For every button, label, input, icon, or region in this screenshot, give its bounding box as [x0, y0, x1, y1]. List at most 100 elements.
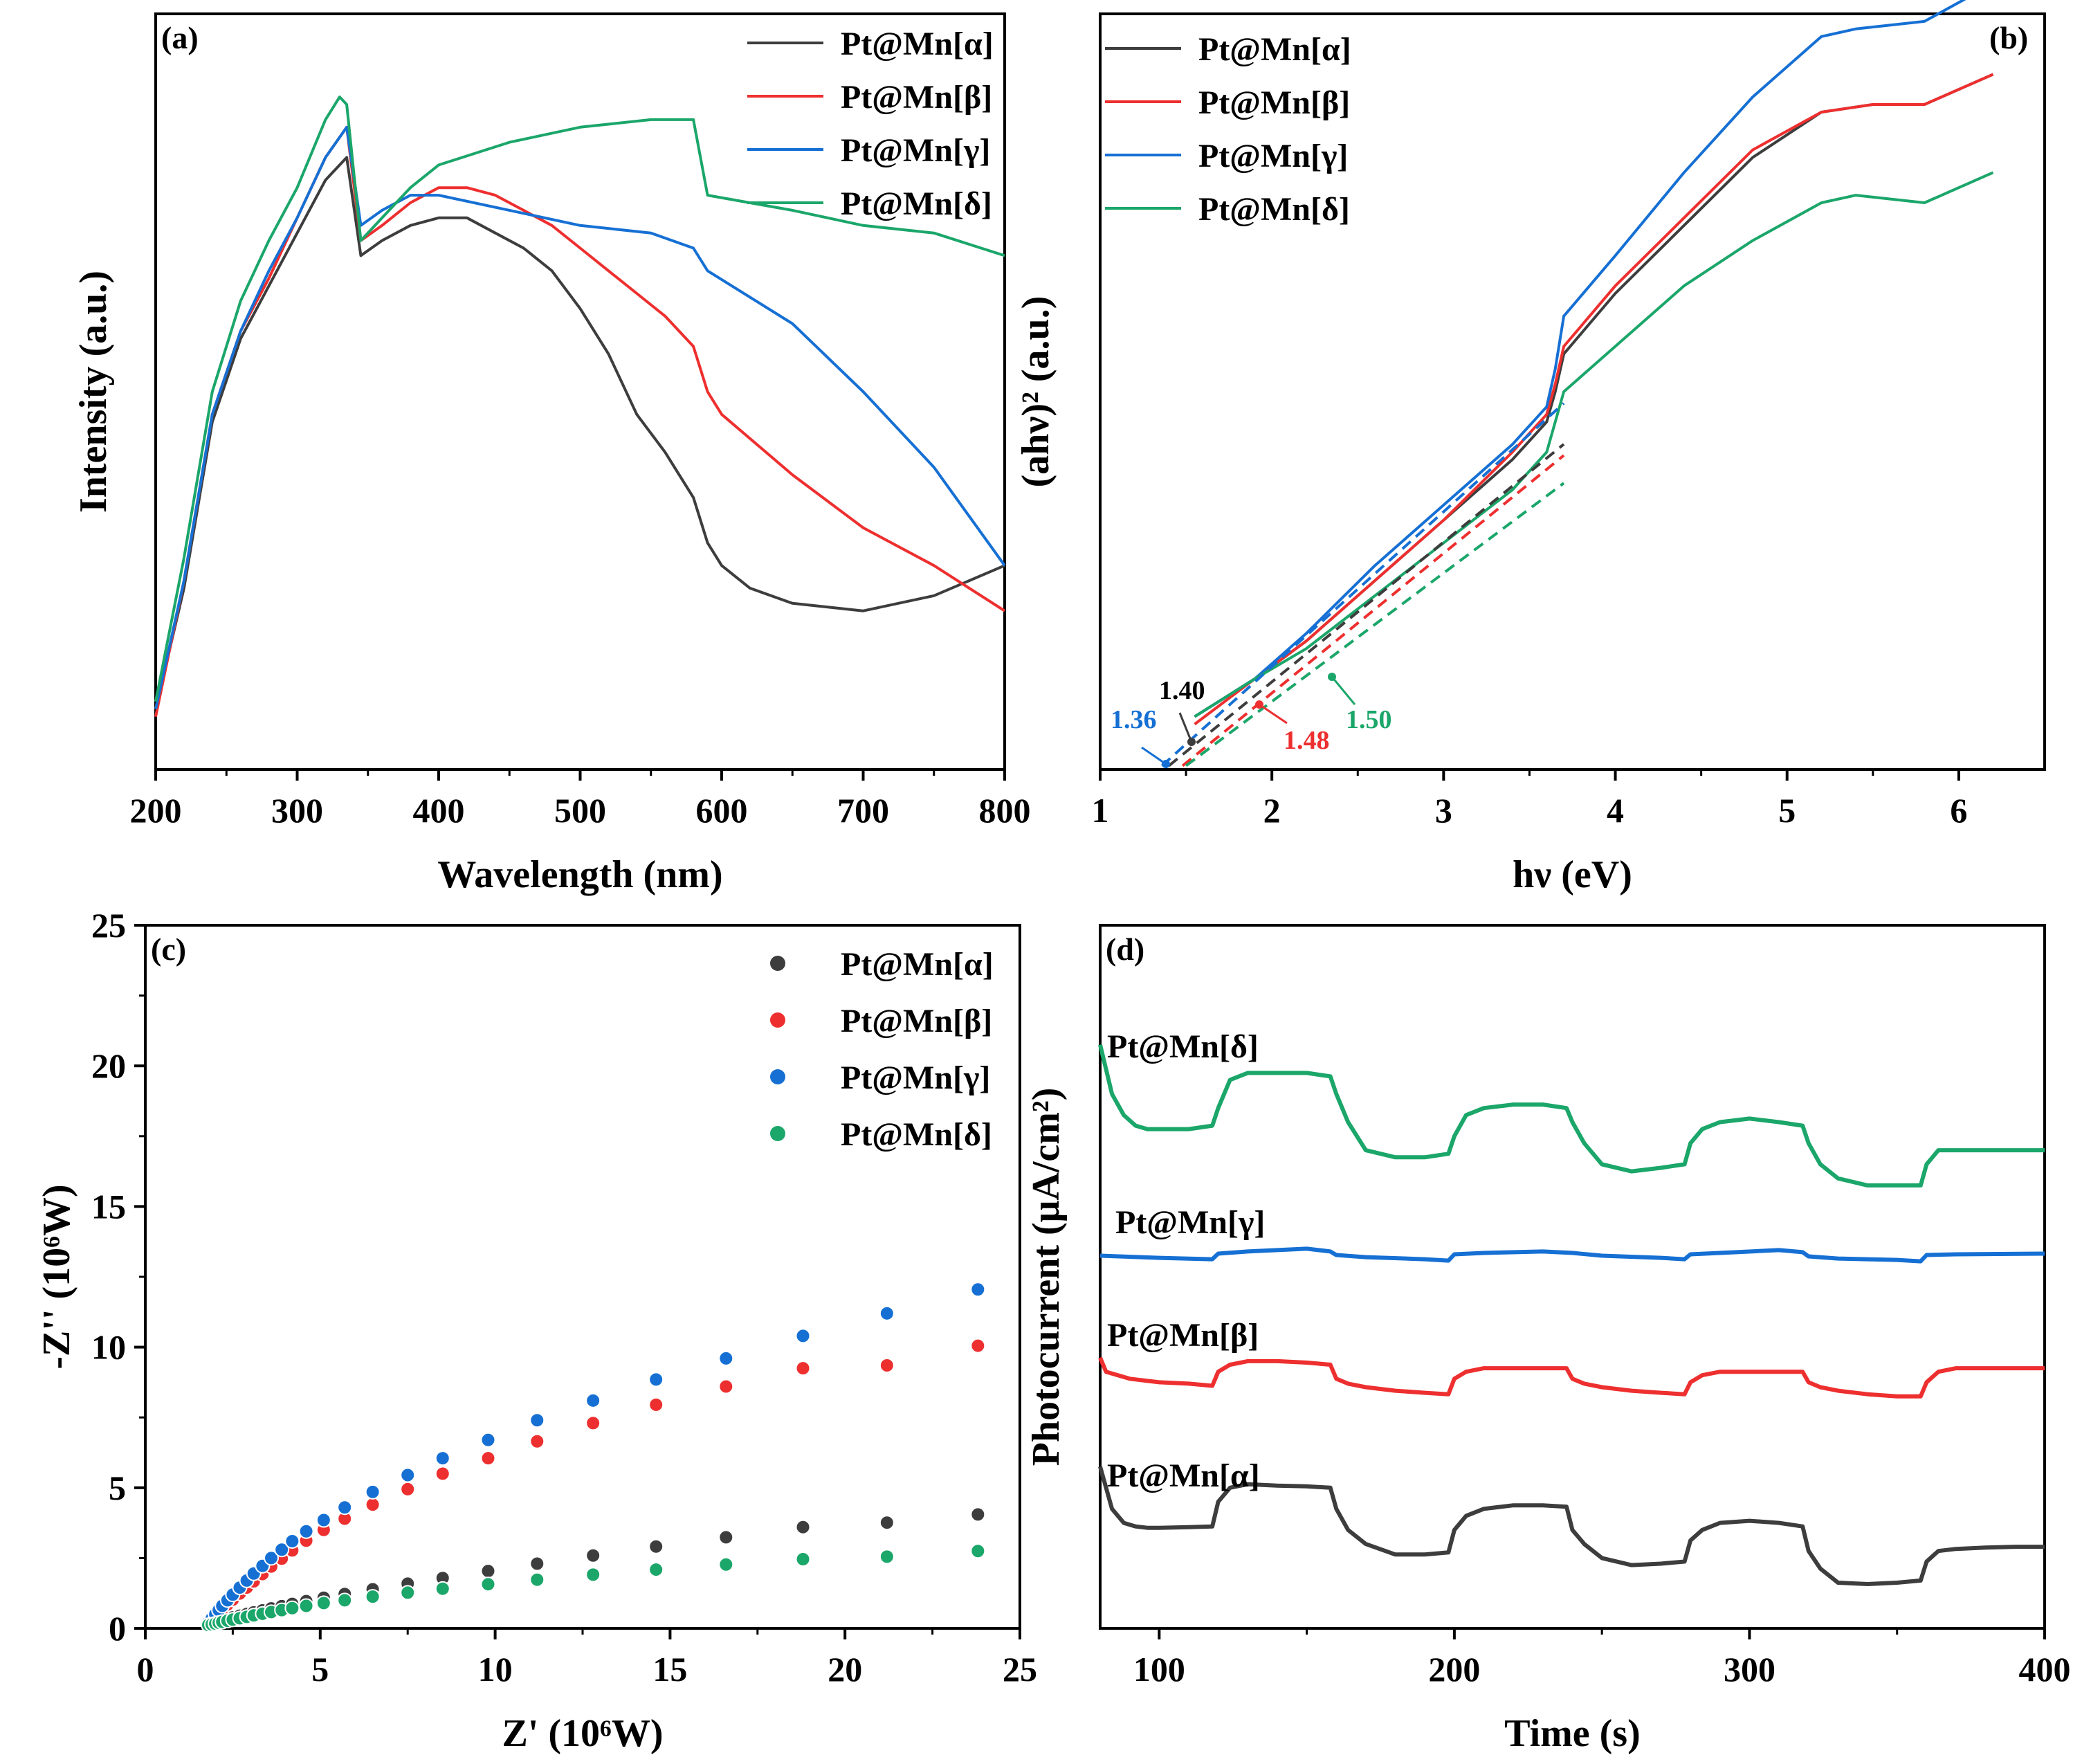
- data-point: [337, 1592, 353, 1608]
- tangent-line-alpha: [1168, 443, 1565, 767]
- x-tick-label: 1: [1092, 791, 1109, 830]
- x-tick-label: 2: [1263, 791, 1281, 830]
- data-point: [529, 1433, 545, 1449]
- y-tick-label: 0: [109, 1609, 126, 1648]
- series-line-delta: [154, 96, 1005, 702]
- data-point: [284, 1600, 300, 1616]
- data-point: [718, 1379, 734, 1394]
- data-point: [718, 1556, 734, 1572]
- data-point: [365, 1589, 381, 1605]
- data-point: [879, 1549, 895, 1565]
- y-axis-title: Intensity (a.u.): [72, 271, 115, 513]
- data-point: [529, 1556, 545, 1572]
- data-point: [529, 1412, 545, 1428]
- data-point: [648, 1538, 664, 1554]
- data-point: [585, 1567, 601, 1583]
- curve-label-delta: Pt@Mn[δ]: [1107, 1028, 1259, 1065]
- x-tick-label: 700: [837, 791, 889, 830]
- data-point: [718, 1350, 734, 1366]
- x-tick-label: 6: [1950, 791, 1967, 830]
- data-point: [795, 1519, 811, 1535]
- legend-marker: [770, 1069, 785, 1084]
- annotation-arrowhead: [1328, 673, 1336, 681]
- data-point: [365, 1484, 381, 1500]
- series-line-beta: [1194, 73, 1994, 726]
- legend-label: Pt@Mn[γ]: [1198, 138, 1348, 174]
- series-line-beta: [1098, 1356, 2045, 1399]
- x-tick-label: 500: [554, 791, 606, 830]
- data-point: [274, 1542, 290, 1558]
- x-tick-label: 10: [478, 1650, 513, 1689]
- legend-label: Pt@Mn[β]: [841, 1003, 992, 1039]
- y-tick-label: 10: [91, 1328, 126, 1367]
- data-point: [400, 1467, 416, 1483]
- x-tick-label: 400: [413, 791, 465, 830]
- data-point: [970, 1543, 986, 1559]
- data-point: [970, 1282, 986, 1298]
- legend-label: Pt@Mn[β]: [841, 79, 992, 116]
- y-tick-label: 25: [91, 906, 126, 945]
- data-point: [435, 1466, 450, 1482]
- tangent-line-delta: [1185, 482, 1565, 767]
- data-point: [480, 1432, 496, 1448]
- data-point: [264, 1550, 280, 1566]
- data-point: [585, 1415, 601, 1431]
- data-point: [795, 1552, 811, 1567]
- bandgap-label-beta: 1.48: [1284, 726, 1330, 755]
- legend-label: Pt@Mn[δ]: [841, 1116, 992, 1153]
- annotation-arrow-beta: [1259, 703, 1288, 725]
- series-points-gamma: [201, 1282, 986, 1630]
- annotation-arrow-gamma: [1141, 746, 1167, 765]
- x-tick-label: 3: [1435, 791, 1452, 830]
- annotation-arrow-delta: [1331, 676, 1356, 705]
- data-point: [400, 1585, 416, 1601]
- data-point: [879, 1305, 895, 1321]
- panel-d: 100 200 300 400 (d) Time (s) Photocurrent (μA/…: [1025, 924, 2071, 1755]
- y-tick-label: 5: [109, 1469, 126, 1507]
- panel-label: (a): [161, 20, 199, 55]
- series-line-gamma: [1099, 1246, 2045, 1264]
- series-line-delta: [1098, 1044, 2045, 1188]
- data-point: [298, 1523, 314, 1539]
- data-point: [718, 1529, 734, 1545]
- data-point: [400, 1481, 416, 1497]
- series-line-delta: [1194, 171, 1994, 718]
- legend-marker: [770, 1126, 785, 1141]
- x-tick-label: 0: [137, 1650, 154, 1689]
- x-tick-label: 200: [1428, 1650, 1480, 1689]
- data-point: [648, 1372, 664, 1388]
- x-tick-label: 600: [696, 791, 748, 830]
- annotation-arrowhead: [1255, 700, 1263, 709]
- bandgap-label-delta: 1.50: [1346, 705, 1392, 734]
- series-line-beta: [154, 125, 1006, 718]
- data-point: [648, 1397, 664, 1412]
- series-points-beta: [201, 1338, 986, 1631]
- data-point: [879, 1358, 895, 1374]
- plot-frame: [1099, 12, 2046, 771]
- x-tick-label: 300: [271, 791, 323, 830]
- x-tick-label: 25: [1003, 1650, 1037, 1689]
- y-tick-label: 20: [91, 1046, 126, 1085]
- data-point: [970, 1338, 986, 1354]
- curve-label-alpha: Pt@Mn[α]: [1107, 1457, 1260, 1494]
- x-axis-title: Time (s): [1504, 1712, 1641, 1755]
- data-point: [970, 1507, 986, 1522]
- data-point: [316, 1512, 331, 1528]
- curve-label-gamma: Pt@Mn[γ]: [1115, 1204, 1265, 1241]
- data-point: [795, 1361, 811, 1376]
- bandgap-label-alpha: 1.40: [1159, 676, 1205, 705]
- tangent-line-gamma: [1161, 402, 1565, 767]
- data-point: [648, 1562, 664, 1578]
- series-line-gamma: [154, 125, 1006, 710]
- panel-label: (c): [151, 931, 186, 967]
- y-axis-title: Photocurrent (μA/cm²): [1025, 1088, 1068, 1466]
- panel-c: 0 5 10 15 20 25 0 5 10 15 20 25 (c) Z' (10⁶W) -Z'' (10…: [35, 906, 1037, 1755]
- x-tick-label: 200: [130, 791, 182, 830]
- series-line-alpha: [154, 156, 1005, 710]
- legend-label: Pt@Mn[α]: [841, 946, 994, 983]
- tangent-line-beta: [1181, 454, 1565, 767]
- y-axis-title: -Z'' (10⁶W): [35, 1184, 78, 1369]
- series-points-delta: [201, 1543, 986, 1633]
- panel-label: (d): [1106, 931, 1144, 967]
